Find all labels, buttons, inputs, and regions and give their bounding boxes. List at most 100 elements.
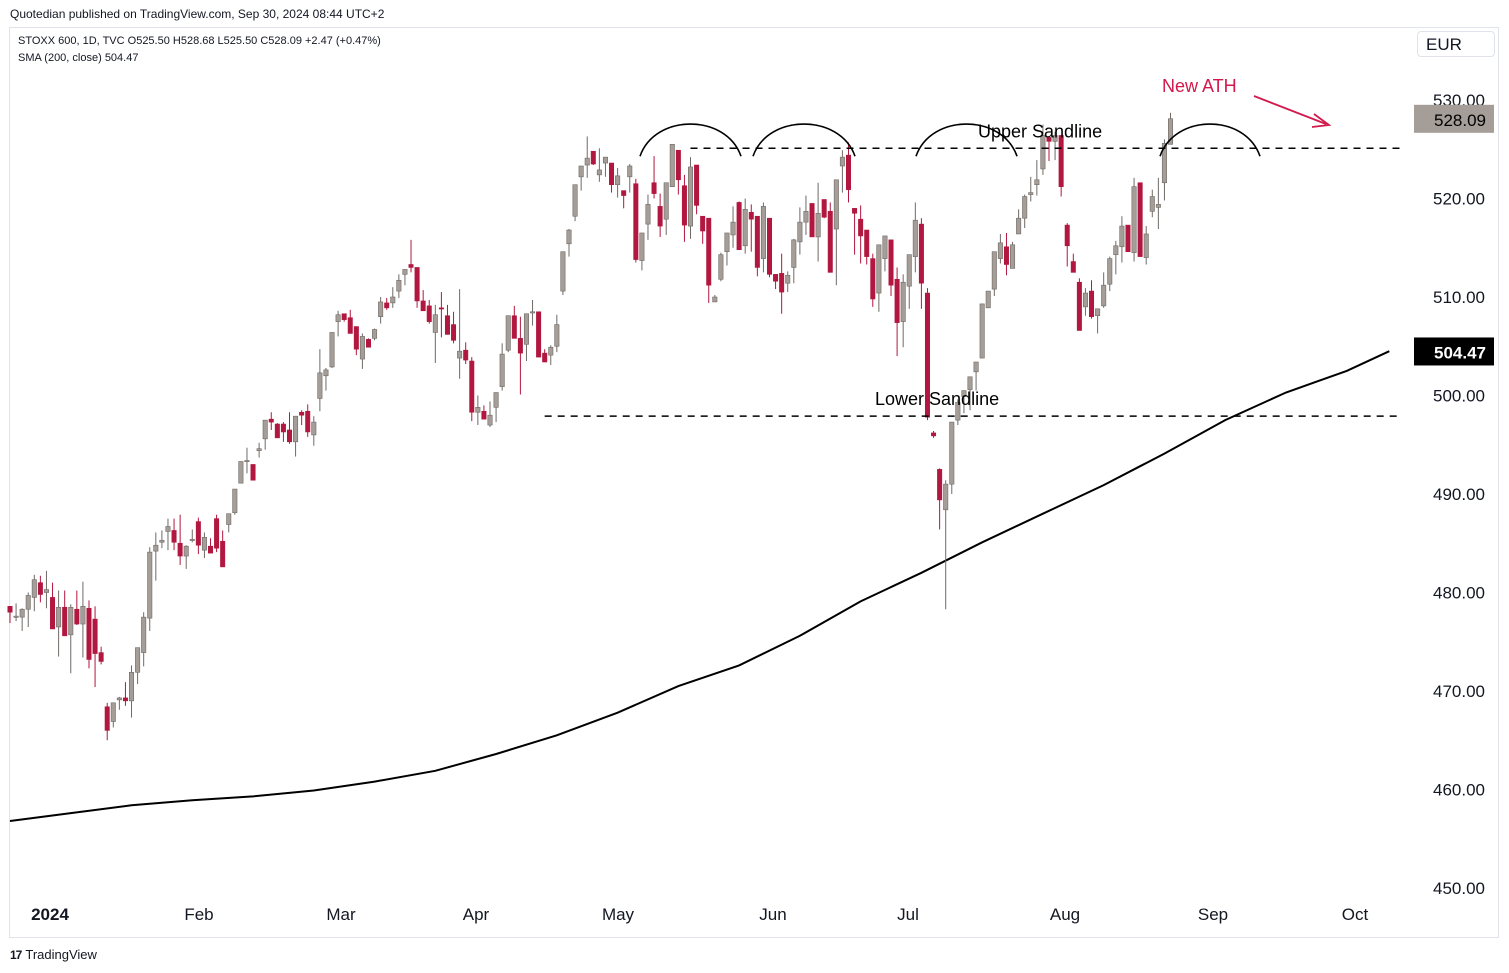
price-tick-label: 470.00 [1433,682,1485,701]
candle [572,184,578,222]
candle-body [43,589,49,593]
candle-body [293,415,299,443]
candle-body [122,697,128,702]
candle-body [335,314,341,322]
candle [13,603,19,622]
candle-body [438,307,444,310]
candle [481,405,487,420]
candle-body [979,303,985,359]
candle-body [1016,217,1022,235]
candle [766,217,772,278]
candle-body [432,314,438,333]
sma-price-label: 504.47 [1434,343,1486,362]
candle-body [487,414,493,426]
candle [839,150,845,193]
candle-body [967,376,973,390]
candle [1125,224,1131,252]
sma-200-line [9,350,1390,822]
candle-body [153,544,159,552]
candle-body [681,185,687,226]
candle [1070,253,1076,273]
candle-body [584,157,590,166]
candle-body [147,551,153,619]
candle [396,274,402,298]
candle-body [1149,196,1155,212]
candle [1058,135,1064,197]
candle [104,702,110,741]
candle-body [1070,261,1076,273]
candle-body [62,606,68,637]
currency-button[interactable]: EUR [1417,31,1495,57]
candle-body [262,419,268,440]
candle [390,287,396,308]
candle [19,608,25,631]
candle-body [402,269,408,275]
sma-layer [9,350,1390,822]
candle [706,217,712,303]
candle [730,206,736,248]
candle [633,178,639,263]
sma-legend[interactable]: SMA (200, close) 504.47 [18,52,139,64]
candle [31,574,37,612]
candle [475,395,481,426]
candle-body [931,432,937,437]
candle-body [341,313,347,320]
candle-body [773,274,779,282]
candle [505,315,511,353]
candle-body [754,215,760,268]
candle [852,208,858,255]
symbol-legend[interactable]: STOXX 600, 1D, TVC O525.50 H528.68 L525.… [18,35,381,47]
candle-body [323,369,329,377]
candle [1131,177,1137,262]
candle [779,253,785,314]
candle [141,612,147,667]
candle-body [742,209,748,247]
candle [335,310,341,337]
candle [596,148,602,182]
candle-body [286,429,292,443]
candle [147,547,153,631]
candle-body [827,211,833,273]
candle-body [609,162,615,186]
candle [906,254,912,309]
candle-body [1155,204,1161,208]
candle [833,179,839,286]
candle [74,590,80,626]
candle [517,316,523,395]
candle [536,311,542,358]
chart-frame [9,27,1499,938]
candle-body [536,311,542,358]
candle [420,290,426,312]
candle [688,157,694,239]
candle [1082,288,1088,316]
candle [341,313,347,322]
tradingview-footer[interactable]: 17 TradingView [10,947,97,962]
candle-body [201,537,207,551]
candle [931,430,937,438]
candle [973,361,979,391]
candle [560,251,566,296]
candle [815,182,821,262]
candle-body [408,264,414,268]
candle-body [809,203,815,238]
candle-body [195,521,201,546]
annotations-layer: Upper Sandline Lower Sandline New ATH [544,76,1400,417]
candle-body [700,215,706,232]
upper-sandline-label: Upper Sandline [978,121,1102,141]
candle-body [165,526,171,532]
candle [280,422,286,442]
candle [627,164,633,193]
candle [1149,189,1155,218]
candle [347,309,353,334]
candle [50,582,56,630]
candle-body [353,326,359,350]
candle-body [779,273,785,293]
candle-body [1119,225,1125,248]
candle-body [220,540,226,568]
candle [457,289,463,379]
candle [214,514,220,553]
candle [1046,136,1052,162]
candle-body [1010,244,1016,269]
candle [651,156,657,199]
